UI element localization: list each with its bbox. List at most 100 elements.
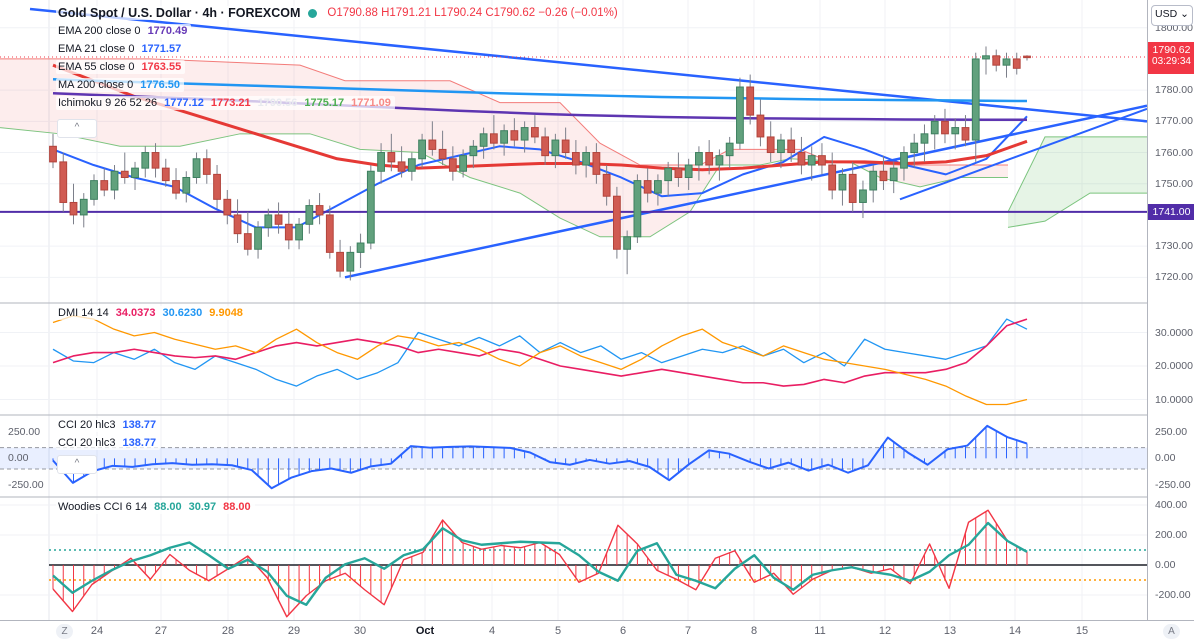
time-axis-label: 24	[90, 625, 104, 637]
ohlc-values: O1790.88 H1791.21 L1790.24 C1790.62 −0.2…	[327, 7, 618, 19]
indicator-row[interactable]: EMA 200 close 0 1770.49	[56, 24, 192, 38]
indicator-value: 9.9048	[209, 307, 243, 319]
indicator-row[interactable]: CCI 20 hlc3 138.77	[56, 436, 161, 450]
candle	[602, 173, 611, 197]
cci-legend: CCI 20 hlc3 138.77 CCI 20 hlc3 138.77	[56, 418, 161, 454]
indicator-name: Woodies CCI 6 14	[58, 501, 148, 513]
candle	[541, 136, 550, 157]
candle	[530, 127, 539, 138]
candle	[233, 214, 242, 235]
candle	[448, 158, 457, 172]
ema55-line	[52, 63, 1028, 172]
candle	[418, 139, 426, 160]
candle	[848, 173, 857, 203]
trendline	[29, 7, 1147, 123]
ichimoku-bull-cloud	[1008, 136, 1147, 228]
time-axis-label: 12	[878, 625, 892, 637]
dmi-di--line	[52, 318, 1028, 387]
currency-dropdown[interactable]: USD ⌄	[1151, 5, 1193, 26]
candle	[131, 167, 139, 178]
candle	[838, 173, 847, 191]
candle	[623, 236, 632, 250]
dmi-adx-line	[52, 315, 1028, 406]
time-axis[interactable]: Z 24 27 28 29 30 Oct 4 5 6 7 8 11 12 13 14 15 A	[0, 620, 1194, 641]
candle	[684, 164, 693, 178]
candle	[961, 127, 970, 141]
time-axis-label: 27	[154, 625, 168, 637]
indicator-value: 1790.56	[257, 97, 298, 109]
time-axis-label: 5	[554, 625, 562, 637]
candle	[377, 152, 385, 172]
candle	[469, 145, 478, 157]
candle	[1012, 58, 1021, 69]
candle	[633, 180, 642, 238]
candle	[561, 139, 570, 154]
price-axis[interactable]: USD ⌄ 1800.00 1780.00 1770.00 1760.00 1750.0…	[1147, 0, 1194, 620]
candle	[254, 226, 262, 250]
main-legend: Gold Spot / U.S. Dollar · 4h · FOREXCOM …	[56, 6, 622, 114]
cci-pane-collapse-button[interactable]: ^	[57, 455, 97, 474]
candle	[346, 251, 355, 272]
price-level-badge: 1741.00	[1148, 203, 1194, 220]
indicator-name: MA 200 close 0	[58, 79, 134, 91]
dmi-axis-label: 20.0000	[1155, 360, 1193, 372]
candle	[459, 155, 468, 172]
indicator-value: 34.0373	[115, 307, 156, 319]
candle	[510, 130, 519, 141]
candle	[336, 251, 344, 272]
auto-scale-button[interactable]: A	[1163, 624, 1180, 639]
cci-line	[52, 424, 1028, 490]
indicator-row[interactable]: MA 200 close 0 1776.50	[56, 78, 184, 92]
candle	[161, 167, 170, 182]
candle	[274, 214, 283, 225]
candle	[705, 152, 714, 166]
candle	[500, 130, 509, 144]
symbol-title-row[interactable]: Gold Spot / U.S. Dollar · 4h · FOREXCOM …	[56, 6, 622, 20]
main-pane-collapse-button[interactable]: ^	[57, 119, 97, 138]
level-price-value: 1741.00	[1152, 205, 1191, 218]
indicator-value: 1771.57	[141, 43, 182, 55]
cci-left-axis-label: 0.00	[8, 452, 29, 465]
candle	[172, 180, 180, 194]
cci-axis-label: 0.00	[1155, 452, 1176, 465]
timezone-button[interactable]: Z	[56, 624, 73, 639]
candle	[643, 180, 652, 194]
price-axis-label: 1770.00	[1155, 115, 1193, 128]
dmi-legend: DMI 14 14 34.0373 30.6230 9.9048	[56, 306, 247, 324]
bar-countdown: 03:29:34	[1152, 56, 1191, 67]
indicator-value: 1770.49	[147, 25, 188, 37]
indicator-row[interactable]: Ichimoku 9 26 52 26 1777.12 1773.21 1790.56…	[56, 96, 395, 110]
senkou-b-future-line	[1007, 192, 1147, 228]
price-axis-label: 1730.00	[1155, 240, 1193, 253]
cci-band	[0, 447, 1147, 470]
time-axis-label: 15	[1075, 625, 1089, 637]
dmi-axis-label: 10.0000	[1155, 393, 1193, 406]
woodies-axis-label: 200.00	[1155, 529, 1188, 541]
candle	[777, 139, 785, 154]
ema21-line	[52, 115, 1028, 229]
woodies-axis-label: -200.00	[1155, 589, 1191, 601]
candle	[520, 127, 529, 141]
indicator-name: Ichimoku 9 26 52 26	[58, 97, 158, 109]
senkou-a-future-line	[1007, 136, 1147, 213]
indicator-row[interactable]: Woodies CCI 6 14 88.00 30.97 88.00	[56, 500, 255, 514]
woodies-axis-label: 400.00	[1155, 499, 1188, 511]
indicator-row[interactable]: EMA 21 close 0 1771.57	[56, 42, 186, 56]
candle	[746, 86, 755, 116]
time-axis-label: 28	[221, 625, 235, 637]
indicator-row[interactable]: EMA 55 close 0 1763.55	[56, 60, 186, 74]
chevron-down-icon: ⌄	[1180, 8, 1189, 20]
indicator-value: 30.97	[188, 501, 217, 513]
indicator-value: 1776.50	[140, 79, 180, 91]
indicator-row[interactable]: CCI 20 hlc3 138.77	[56, 418, 161, 432]
time-axis-label: 7	[684, 625, 692, 637]
candle	[971, 58, 980, 141]
candle	[889, 167, 898, 182]
indicator-row[interactable]: DMI 14 14 34.0373 30.6230 9.9048	[56, 306, 247, 320]
trendline	[344, 104, 1147, 279]
candle	[551, 139, 560, 157]
candle	[151, 152, 160, 169]
time-axis-label: 13	[943, 625, 957, 637]
candle	[284, 223, 293, 241]
candle	[90, 180, 98, 200]
